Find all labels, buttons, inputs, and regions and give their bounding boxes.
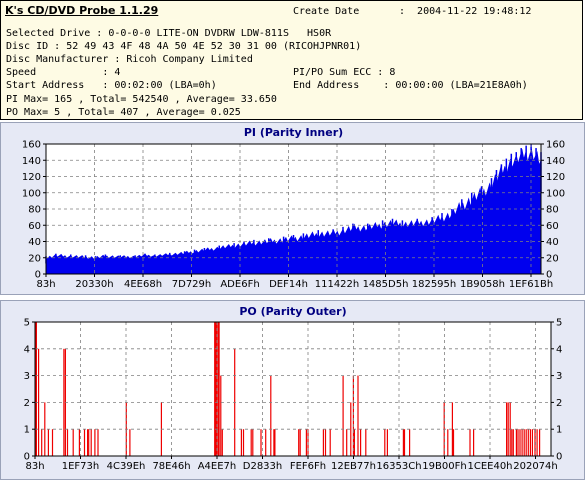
x-tick-label: 83h [36, 279, 55, 290]
y-tick-label: 2 [24, 398, 30, 409]
y-tick-label: 40 [28, 237, 41, 248]
x-tick-label: 19B00Fh [422, 461, 466, 472]
plot-area [34, 321, 552, 457]
po-chart-panel: PO (Parity Outer) 0 0 1 1 2 2 3 3 4 4 5 5 83h 1EF73h 4C… [0, 300, 585, 480]
create-date-value: : 2004-11-22 19:48:12 [399, 6, 532, 17]
x-tick-label: DEF14h [269, 279, 308, 290]
end-address-line: End Address : 00:00:00 (LBA=21E8A0h) [293, 80, 528, 91]
x-tick-label: 111422h [315, 279, 360, 290]
x-tick-label: 1EF73h [62, 461, 100, 472]
pi-chart-panel: PI (Parity Inner) 0 0 20 20 40 40 60 60 80 80 100 10… [0, 122, 585, 295]
y-tick-label-right: 20 [546, 253, 559, 264]
x-tick-label: 182595h [412, 279, 457, 290]
y-tick-label-right: 80 [546, 205, 559, 216]
y-tick-label: 5 [24, 318, 30, 329]
y-tick-label: 140 [22, 156, 41, 167]
selected-drive-line: Selected Drive : 0-0-0-0 LITE-ON DVDRW L… [6, 28, 332, 39]
x-tick-label: ADE6Fh [220, 279, 259, 290]
start-address-line: Start Address : 00:02:00 (LBA=0h) [6, 80, 217, 91]
chart-title: PO (Parity Outer) [239, 305, 346, 318]
chart-title: PI (Parity Inner) [244, 126, 343, 139]
x-tick-label: 202074h [513, 461, 558, 472]
y-tick-label: 1 [24, 425, 30, 436]
y-tick-label-right: 120 [546, 172, 565, 183]
x-tick-label: FEF6Fh [290, 461, 326, 472]
y-tick-label: 160 [22, 140, 41, 151]
y-tick-label-right: 2 [556, 398, 562, 409]
pi-series-area [45, 148, 542, 275]
x-tick-label: 1485D5h [363, 279, 409, 290]
y-tick-label: 120 [22, 172, 41, 183]
y-tick-label-right: 140 [546, 156, 565, 167]
x-tick-label: A4EE7h [198, 461, 237, 472]
y-tick-label: 60 [28, 221, 41, 232]
y-tick-label: 4 [24, 344, 30, 355]
ecc-line: PI/PO Sum ECC : 8 [293, 67, 396, 78]
plot-frame [45, 143, 542, 275]
y-tick-label-right: 60 [546, 221, 559, 232]
disc-id-line: Disc ID : 52 49 43 4F 48 4A 50 4E 52 30 … [6, 41, 362, 52]
y-tick-label: 20 [28, 253, 41, 264]
x-tick-label: 20330h [75, 279, 113, 290]
x-tick-label: 1B9058h [460, 279, 505, 290]
y-tick-label-right: 4 [556, 344, 562, 355]
x-tick-label: 78E46h [152, 461, 190, 472]
y-tick-label: 100 [22, 188, 41, 199]
po-chart: PO (Parity Outer) 0 0 1 1 2 2 3 3 4 4 5 5 83h 1EF73h 4C… [24, 305, 563, 472]
y-tick-label-right: 0 [556, 452, 562, 463]
y-tick-label-right: 5 [556, 318, 562, 329]
x-tick-label: 1CEE40h [467, 461, 512, 472]
y-tick-label: 0 [24, 452, 30, 463]
y-tick-label-right: 100 [546, 188, 565, 199]
x-tick-label: 1EF61Bh [509, 279, 553, 290]
y-tick-label-right: 0 [546, 270, 552, 281]
y-tick-label-right: 160 [546, 140, 565, 151]
y-tick-label-right: 40 [546, 237, 559, 248]
x-tick-label: D2833h [243, 461, 283, 472]
disc-manufacturer-line: Disc Manufacturer : Ricoh Company Limite… [6, 54, 253, 65]
x-tick-label: 16353Ch [376, 461, 421, 472]
y-tick-label-right: 3 [556, 371, 562, 382]
x-tick-label: 12EB77h [331, 461, 376, 472]
x-tick-label: 7D729h [172, 279, 212, 290]
disc-info-panel: K's CD/DVD Probe 1.1.29 Create Date : 20… [0, 0, 583, 120]
x-tick-label: 4C39Eh [107, 461, 146, 472]
po-summary-line: PO Max= 5 , Total= 407 , Average= 0.025 [6, 107, 241, 118]
speed-line: Speed : 4 [6, 67, 121, 78]
pi-summary-line: PI Max= 165 , Total= 542540 , Average= 3… [6, 94, 277, 105]
x-tick-label: 83h [25, 461, 44, 472]
plot-frame [34, 321, 552, 457]
y-tick-label: 0 [35, 270, 41, 281]
create-date-label: Create Date [293, 6, 360, 17]
pi-chart: PI (Parity Inner) 0 0 20 20 40 40 60 60 80 80 100 10… [22, 126, 565, 290]
y-tick-label: 3 [24, 371, 30, 382]
x-tick-label: 4EE68h [124, 279, 162, 290]
y-tick-label: 80 [28, 205, 41, 216]
app-title: K's CD/DVD Probe 1.1.29 [5, 4, 159, 17]
y-tick-label-right: 1 [556, 425, 562, 436]
